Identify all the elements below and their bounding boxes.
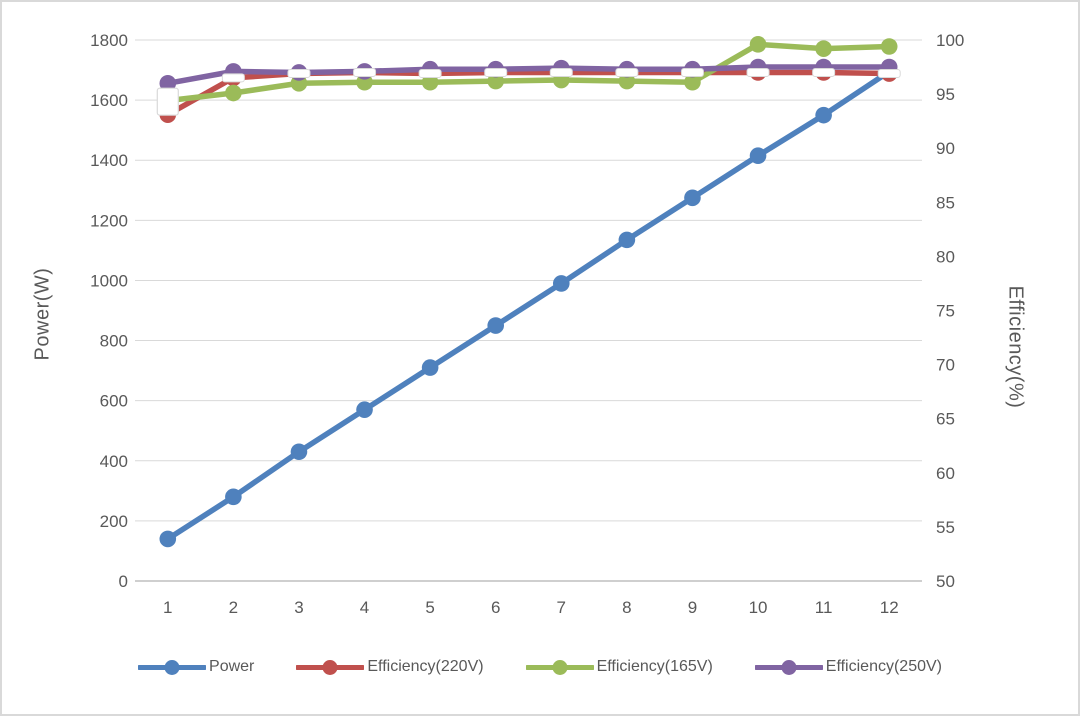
series-marker — [159, 74, 177, 92]
series-marker — [487, 72, 505, 90]
series-marker — [421, 73, 439, 91]
series-marker — [290, 443, 308, 461]
x-axis-tick-label: 5 — [425, 598, 434, 617]
x-axis-tick-label: 12 — [880, 598, 899, 617]
legend-marker — [781, 659, 797, 675]
legend-line-marker-icon — [138, 659, 207, 675]
right-axis-tick-label: 75 — [936, 302, 955, 321]
left-axis-tick-label: 1800 — [90, 31, 128, 50]
series-line-efficiency-165v- — [165, 41, 892, 104]
right-axis-tick-label: 80 — [936, 247, 955, 266]
legend-line-marker-icon — [525, 659, 594, 675]
x-axis-tick-label: 11 — [815, 598, 833, 617]
x-axis-tick-label: 10 — [749, 598, 768, 617]
x-axis-tick-label: 6 — [491, 598, 500, 617]
series-marker — [552, 275, 570, 292]
x-axis-tick-label: 1 — [163, 598, 172, 617]
x-axis-tick-label: 8 — [622, 598, 631, 617]
series-marker — [487, 317, 505, 334]
white-dash-marker — [877, 69, 901, 79]
legend-item-efficiency-250v: Efficiency(250V) — [754, 658, 942, 676]
x-axis-tick-label: 9 — [688, 598, 697, 617]
white-dash-marker — [418, 69, 442, 79]
white-dash-marker — [746, 67, 770, 77]
white-dash-marker — [680, 67, 704, 77]
legend-line-marker-icon — [754, 659, 823, 675]
legend-line-marker-icon — [296, 659, 365, 675]
white-dash-marker — [549, 67, 573, 77]
legend-marker — [322, 659, 338, 675]
series-line-power — [165, 68, 892, 542]
series-marker — [880, 38, 898, 55]
right-axis-title: Efficiency(%) — [1004, 285, 1027, 409]
right-axis-tick-label: 65 — [936, 410, 955, 429]
right-axis-tick-label: 90 — [936, 139, 955, 158]
right-axis-tick-label: 70 — [936, 356, 955, 375]
series-marker — [225, 84, 242, 102]
white-dash-marker — [287, 69, 311, 79]
legend-label: Efficiency(250V) — [825, 658, 942, 675]
right-axis-tick-label: 60 — [936, 464, 955, 483]
white-box-marker — [156, 87, 179, 116]
x-axis-tick-label: 4 — [360, 598, 369, 617]
right-axis-tick-label: 100 — [936, 31, 964, 50]
series-marker — [815, 40, 832, 57]
x-axis-tick-label: 7 — [557, 598, 566, 617]
series-marker — [356, 401, 373, 418]
left-axis-tick-label: 600 — [100, 392, 128, 411]
right-axis-tick-label: 85 — [936, 193, 955, 212]
legend-item-efficiency-220v: Efficiency(220V) — [296, 658, 484, 676]
series-marker — [815, 106, 832, 124]
series-marker — [749, 147, 767, 165]
white-dash-marker — [812, 67, 836, 77]
series-marker — [618, 231, 636, 249]
series-marker — [225, 488, 242, 506]
white-dash-marker — [353, 67, 377, 77]
left-axis-tick-label: 1600 — [90, 91, 128, 110]
series-marker — [421, 359, 439, 376]
x-axis-tick-label: 3 — [294, 598, 303, 617]
white-dash-marker — [615, 67, 639, 77]
series-marker — [749, 36, 767, 53]
series-marker — [159, 530, 177, 548]
right-axis-tick-label: 95 — [936, 85, 955, 104]
chart-legend: Power Efficiency(220V) Efficiency(165V) … — [2, 658, 1078, 676]
left-axis-tick-label: 1000 — [90, 271, 128, 290]
series-marker — [618, 72, 636, 90]
legend-label: Efficiency(165V) — [596, 658, 713, 675]
white-dash-marker — [484, 67, 508, 77]
legend-label: Power — [209, 658, 255, 675]
right-axis-tick-label: 50 — [936, 572, 955, 591]
left-axis-tick-label: 200 — [100, 512, 128, 531]
series-marker — [684, 189, 701, 207]
right-axis-tick-label: 55 — [936, 518, 955, 537]
legend-label: Efficiency(220V) — [367, 658, 484, 675]
white-dash-marker — [221, 73, 245, 83]
legend-marker — [164, 659, 180, 675]
legend-item-efficiency-165v: Efficiency(165V) — [525, 658, 713, 676]
left-axis-title: Power(W) — [31, 267, 54, 361]
left-axis-tick-label: 1200 — [90, 211, 128, 230]
legend-item-power: Power — [138, 658, 254, 676]
left-axis-tick-label: 0 — [119, 572, 128, 591]
left-axis-tick-label: 400 — [100, 452, 128, 471]
left-axis-tick-label: 1400 — [90, 151, 128, 170]
left-axis-tick-label: 800 — [100, 332, 128, 351]
series-marker — [684, 73, 701, 91]
legend-marker — [552, 659, 568, 675]
x-axis-tick-label: 2 — [229, 598, 238, 617]
